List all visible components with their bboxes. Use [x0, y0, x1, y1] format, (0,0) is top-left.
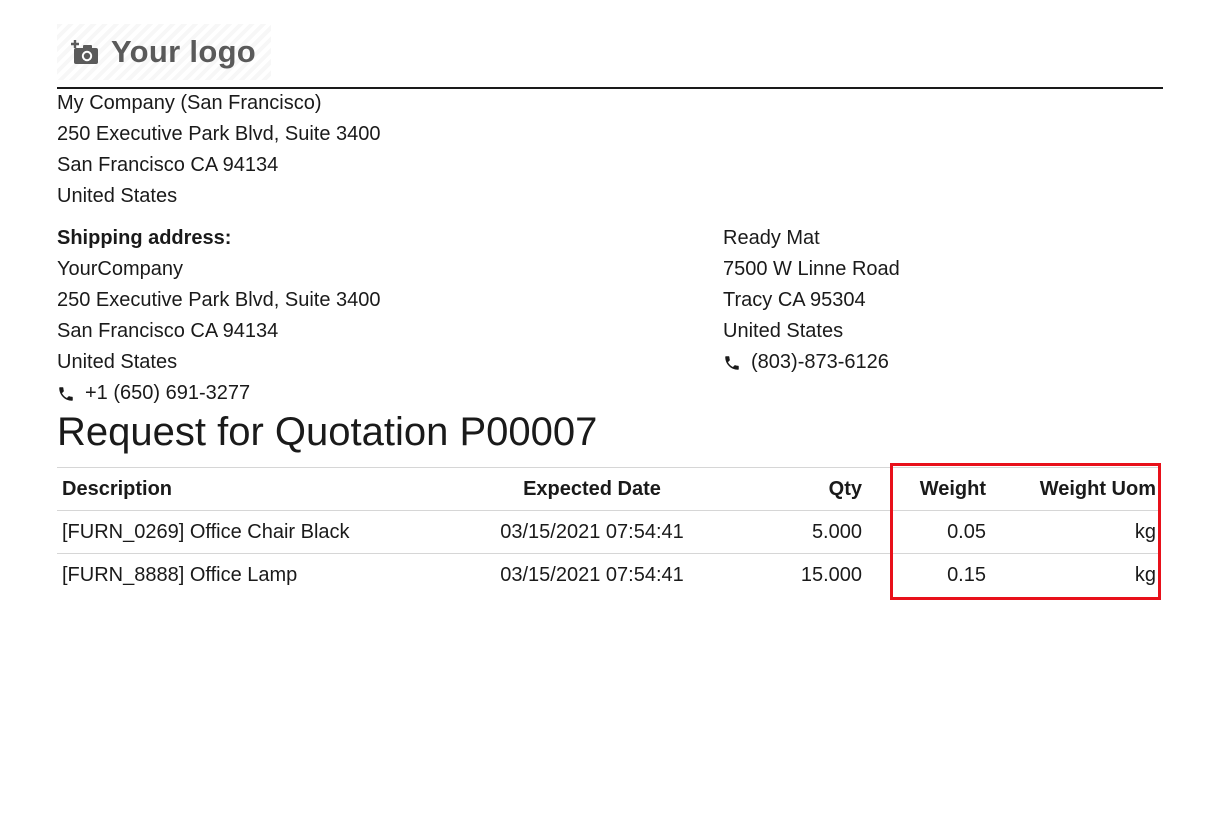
- vendor-address: Ready Mat 7500 W Linne Road Tracy CA 953…: [723, 223, 900, 378]
- shipping-phone: +1 (650) 691-3277: [85, 382, 251, 404]
- shipping-address: Shipping address: YourCompany 250 Execut…: [57, 223, 381, 409]
- company-country: United States: [57, 185, 178, 207]
- cell-weight-uom: kg: [1134, 563, 1156, 586]
- table-header-row: Description Expected Date Qty Weight Wei…: [57, 467, 1161, 511]
- company-address: My Company (San Francisco) 250 Executive…: [57, 88, 381, 212]
- header-weight-uom: Weight Uom: [1039, 477, 1156, 500]
- vendor-country: United States: [723, 320, 844, 342]
- header-expected-date: Expected Date: [523, 477, 661, 500]
- header-description: Description: [62, 477, 173, 500]
- cell-expected-date: 03/15/2021 07:54:41: [500, 520, 684, 543]
- shipping-city: San Francisco CA 94134: [57, 320, 279, 342]
- shipping-label: Shipping address:: [57, 227, 232, 249]
- vendor-street: 7500 W Linne Road: [723, 258, 900, 280]
- company-city: San Francisco CA 94134: [57, 154, 279, 176]
- phone-icon: [725, 355, 739, 370]
- shipping-phone-row: +1 (650) 691-3277: [57, 378, 381, 409]
- vendor-city: Tracy CA 95304: [723, 289, 866, 311]
- cell-qty: 15.000: [800, 563, 862, 586]
- logo-text: Your logo: [111, 34, 257, 69]
- table-row: [FURN_0269] Office Chair Black 03/15/202…: [57, 511, 1161, 554]
- cell-weight: 0.15: [947, 563, 986, 586]
- phone-icon: [59, 386, 73, 401]
- vendor-phone-row: (803)-873-6126: [723, 347, 900, 378]
- cell-weight-uom: kg: [1134, 520, 1156, 543]
- company-name: My Company (San Francisco): [57, 92, 322, 114]
- cell-weight: 0.05: [947, 520, 986, 543]
- shipping-name: YourCompany: [57, 258, 184, 280]
- table-row: [FURN_8888] Office Lamp 03/15/2021 07:54…: [57, 554, 1161, 597]
- cell-expected-date: 03/15/2021 07:54:41: [500, 563, 684, 586]
- logo-placeholder: Your logo: [57, 24, 271, 80]
- order-lines-table: Description Expected Date Qty Weight Wei…: [57, 467, 1161, 596]
- shipping-street: 250 Executive Park Blvd, Suite 3400: [57, 289, 381, 311]
- cell-qty: 5.000: [811, 520, 862, 543]
- vendor-name: Ready Mat: [723, 227, 820, 249]
- camera-plus-icon: [71, 40, 98, 64]
- vendor-phone: (803)-873-6126: [751, 351, 889, 373]
- header-qty: Qty: [828, 477, 862, 500]
- header-divider: [57, 87, 1163, 89]
- cell-description: [FURN_0269] Office Chair Black: [62, 520, 350, 543]
- header-weight: Weight: [919, 477, 986, 500]
- shipping-country: United States: [57, 351, 178, 373]
- cell-description: [FURN_8888] Office Lamp: [62, 563, 298, 586]
- company-street: 250 Executive Park Blvd, Suite 3400: [57, 123, 381, 145]
- page-title: Request for Quotation P00007: [57, 410, 598, 454]
